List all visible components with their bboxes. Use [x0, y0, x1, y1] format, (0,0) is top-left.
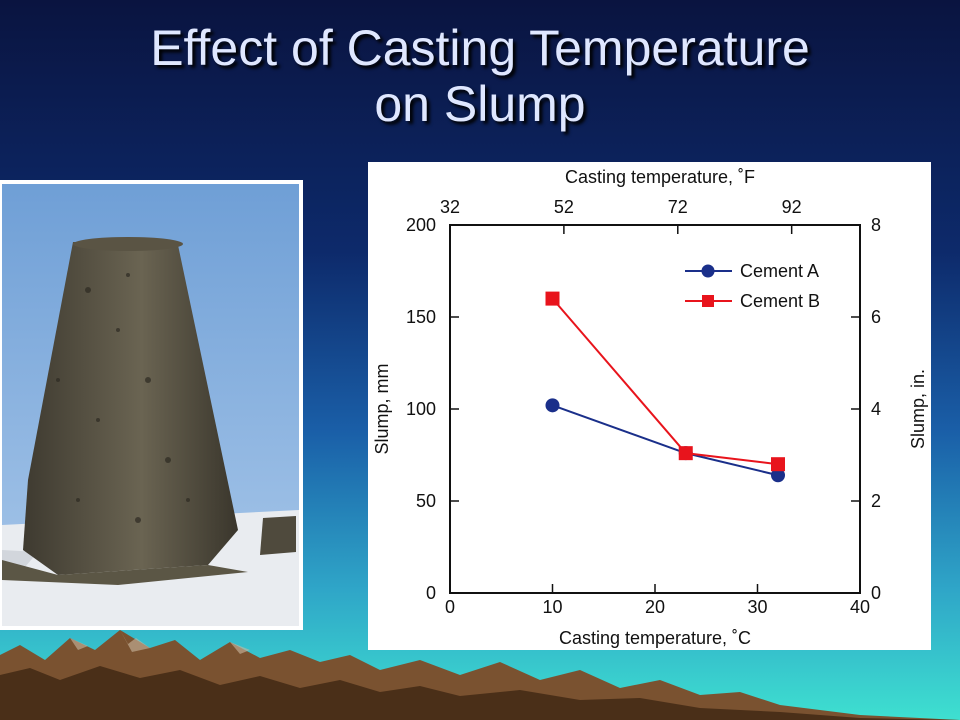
x-axis-title: Casting temperature, ˚C: [559, 628, 751, 648]
x-tick-label-2: 20: [645, 597, 665, 617]
y2-axis-title: Slump, in.: [908, 369, 928, 449]
y2-tick-label-0: 0: [871, 583, 881, 603]
slide-title-line-1: Effect of Casting Temperature: [150, 20, 810, 76]
x2-tick-label-2: 72: [668, 197, 688, 217]
x-tick-label-3: 30: [747, 597, 767, 617]
y2-tick-label-1: 2: [871, 491, 881, 511]
legend-label-cement-b: Cement B: [740, 291, 820, 311]
mountain-silhouette: [0, 630, 960, 720]
slide-title-line-2: on Slump: [374, 76, 586, 132]
chart-panel: 0 10 20 30 40 0 50 100 150 200 32 52 72 92 0 2 4 6 8 Casti…: [368, 162, 931, 650]
y2-tick-label-2: 4: [871, 399, 881, 419]
y-tick-label-0: 0: [426, 583, 436, 603]
y-axis-title: Slump, mm: [372, 363, 392, 454]
series-line-cement-a: [552, 404, 779, 477]
x-tick-label-1: 10: [542, 597, 562, 617]
x2-tick-label-3: 92: [782, 197, 802, 217]
y-tick-label-2: 100: [406, 399, 436, 419]
point-cement-b-0: [545, 291, 560, 306]
series-line-cement-b: [551, 297, 779, 466]
slumped-concrete-photo: [0, 180, 303, 630]
legend-label-cement-a: Cement A: [740, 261, 819, 281]
y2-tick-label-3: 6: [871, 307, 881, 327]
y-tick-label-3: 150: [406, 307, 436, 327]
y2-tick-label-4: 8: [871, 215, 881, 235]
point-cement-b-1: [678, 446, 693, 461]
point-cement-b-2: [771, 457, 785, 472]
x2-tick-label-1: 52: [554, 197, 574, 217]
legend: Cement A Cement B: [685, 261, 820, 311]
ticks-layer: [449, 224, 861, 594]
x-tick-label-4: 40: [850, 597, 870, 617]
legend-marker-cement-b: [702, 295, 714, 307]
legend-marker-cement-a: [701, 264, 715, 278]
y-tick-label-4: 200: [406, 215, 436, 235]
y-tick-label-1: 50: [416, 491, 436, 511]
point-cement-a-0: [545, 398, 560, 413]
series-layer: [545, 291, 785, 483]
x2-tick-label-0: 32: [440, 197, 460, 217]
point-cement-a-2: [771, 468, 785, 483]
x2-axis-title: Casting temperature, ˚F: [565, 167, 755, 187]
x-tick-label-0: 0: [445, 597, 455, 617]
slide-title: Effect of Casting Temperature on Slump: [0, 20, 960, 132]
